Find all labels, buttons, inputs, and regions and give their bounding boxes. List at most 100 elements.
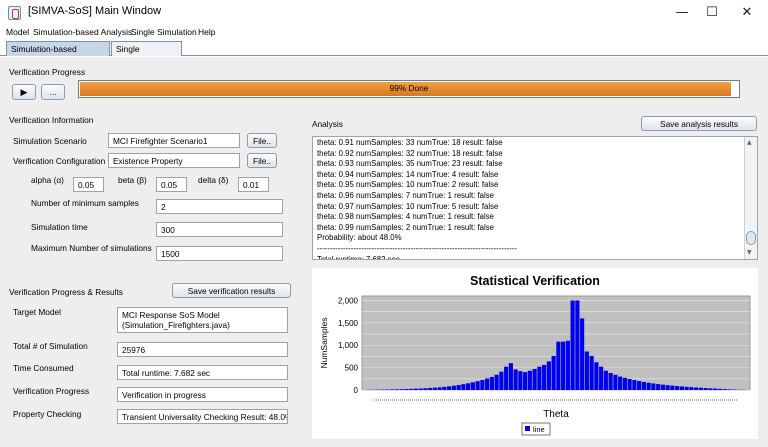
bar [504, 366, 509, 390]
bar [461, 384, 466, 390]
bar [708, 388, 713, 390]
bar [423, 388, 428, 390]
log-line: theta: 0.92 numSamples: 32 numTrue: 18 r… [317, 148, 503, 158]
bar [689, 387, 694, 390]
bar [551, 355, 556, 390]
bar [404, 389, 409, 390]
log-line: ----------------------------------------… [317, 243, 517, 253]
sim-time-label: Simulation time [31, 222, 88, 232]
tab-simulation-based-analysis[interactable]: Simulation-based Analysis [6, 41, 110, 68]
log-line: theta: 0.94 numSamples: 14 numTrue: 4 re… [317, 169, 499, 179]
menu-simulation-based-analysis[interactable]: Simulation-based Analysis [33, 27, 133, 37]
bar [632, 380, 637, 390]
verification-progress-heading: Verification Progress [9, 67, 86, 77]
min-samples-field[interactable]: 2 [156, 199, 283, 214]
time-consumed-label: Time Consumed [13, 363, 74, 373]
bar [428, 387, 433, 390]
bar [485, 378, 490, 390]
bar [684, 386, 689, 390]
y-axis-label: NumSamples [319, 317, 329, 368]
bar [589, 355, 594, 390]
log-line: theta: 0.97 numSamples: 10 numTrue: 5 re… [317, 201, 499, 211]
log-line: Probability: about 48.0% [317, 233, 402, 243]
analysis-heading: Analysis [312, 119, 343, 129]
menu-single-simulation[interactable]: Single Simulation [131, 27, 197, 37]
bar [523, 372, 528, 390]
save-analysis-results-button[interactable]: Save analysis results [641, 116, 757, 131]
close-icon[interactable]: ✕ [741, 5, 753, 20]
bar [409, 388, 414, 390]
bar [513, 369, 518, 390]
bar [556, 341, 561, 390]
bar [527, 370, 532, 390]
tab-single-simulation[interactable]: Single Simulation [111, 41, 182, 68]
bar [660, 384, 665, 390]
scenario-field[interactable]: MCI Firefighter Scenario1 [108, 133, 240, 148]
bar [480, 379, 485, 390]
maximize-icon[interactable]: ☐ [706, 5, 718, 20]
title-bar: [SIMVA-SoS] Main Window — ☐ ✕ [0, 0, 768, 26]
bar [675, 386, 680, 390]
more-options-button[interactable]: ... [41, 84, 65, 100]
bar [442, 386, 447, 390]
bar [489, 376, 494, 390]
config-field[interactable]: Existence Property [108, 153, 240, 168]
bar [494, 374, 499, 390]
verification-progress-bar: 99% Done [78, 80, 740, 98]
legend-label: line [533, 425, 545, 434]
bar [542, 364, 547, 390]
play-button[interactable]: ▶ [12, 84, 36, 100]
chart-svg: Statistical Verification 0 500 1,000 1,500 2,… [319, 274, 751, 436]
sim-time-field[interactable]: 300 [156, 222, 283, 237]
log-line: theta: 0.99 numSamples: 2 numTrue: 1 res… [317, 222, 494, 232]
analysis-log[interactable]: theta: 0.91 numSamples: 33 numTrue: 18 r… [312, 136, 758, 260]
bar [399, 389, 404, 390]
log-line: theta: 0.91 numSamples: 33 numTrue: 18 r… [317, 138, 503, 147]
scroll-down-icon[interactable]: ▼ [747, 249, 752, 256]
bar [385, 389, 390, 390]
minimize-icon[interactable]: — [675, 5, 689, 20]
bar [641, 381, 646, 390]
bar [722, 389, 727, 390]
scroll-up-icon[interactable]: ▲ [747, 139, 752, 146]
max-sims-field[interactable]: 1500 [156, 246, 283, 261]
results-heading: Verification Progress & Results [9, 287, 123, 297]
bar [546, 361, 551, 390]
config-label: Verification Configuration [13, 156, 106, 166]
bar [651, 383, 656, 390]
bar [447, 386, 452, 390]
log-line: Total runtime: 7.682 sec [317, 254, 400, 260]
bar [727, 389, 732, 390]
bar [694, 387, 699, 390]
menu-help[interactable]: Help [198, 27, 216, 37]
analysis-scrollbar[interactable]: ▲ ▼ [744, 137, 757, 259]
delta-field[interactable]: 0.01 [238, 177, 269, 192]
save-verification-results-button[interactable]: Save verification results [172, 283, 291, 298]
bar [575, 300, 580, 390]
scenario-label: Simulation Scenario [13, 136, 87, 146]
menu-model[interactable]: Model [6, 27, 30, 37]
bar [418, 388, 423, 390]
window-title: [SIMVA-SoS] Main Window [28, 5, 162, 17]
bar [670, 385, 675, 390]
target-model-field: MCI Response SoS Model (Simulation_Firef… [117, 307, 288, 333]
bar [475, 381, 480, 390]
scroll-thumb[interactable] [746, 231, 756, 245]
beta-label: beta (β) [118, 175, 147, 185]
statistical-verification-chart: Statistical Verification 0 500 1,000 1,500 2,… [312, 268, 758, 439]
scenario-file-button[interactable]: File.. [247, 133, 277, 148]
config-file-button[interactable]: File.. [247, 153, 277, 168]
target-model-line-1: MCI Response SoS Model [122, 310, 220, 320]
beta-field[interactable]: 0.05 [156, 177, 187, 192]
bar [537, 366, 542, 390]
alpha-field[interactable]: 0.05 [73, 177, 104, 192]
app-icon [8, 6, 21, 20]
bar [456, 384, 461, 390]
tab-bar: Simulation-based Analysis Single Simulat… [0, 40, 768, 68]
bar [665, 385, 670, 390]
y-tick-label: 0 [354, 386, 359, 395]
bar [622, 377, 627, 390]
bar [451, 385, 456, 390]
bar [394, 389, 399, 390]
bar [565, 340, 570, 390]
